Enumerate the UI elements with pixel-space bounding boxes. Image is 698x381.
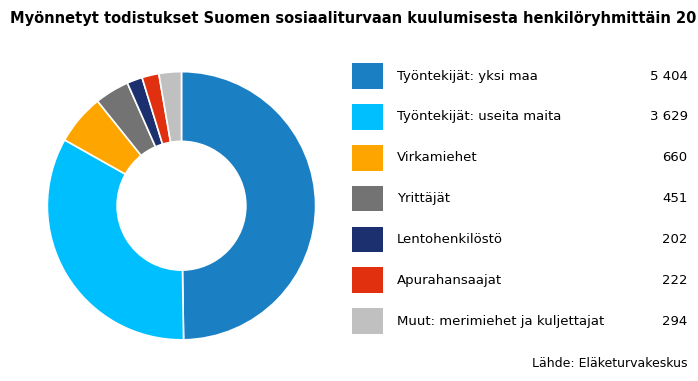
Text: 660: 660 [662,151,688,164]
Wedge shape [142,74,170,144]
Text: 3 629: 3 629 [650,110,688,123]
Text: Lentohenkilöstö: Lentohenkilöstö [397,233,503,246]
Text: 294: 294 [662,315,688,328]
Wedge shape [65,101,141,174]
Wedge shape [98,83,156,155]
Text: Apurahansaajat: Apurahansaajat [397,274,502,287]
Wedge shape [181,72,315,340]
FancyBboxPatch shape [352,63,383,89]
Text: Työntekijät: yksi maa: Työntekijät: yksi maa [397,70,537,83]
Text: 202: 202 [662,233,688,246]
Text: 222: 222 [662,274,688,287]
Wedge shape [127,78,163,147]
FancyBboxPatch shape [352,186,383,211]
FancyBboxPatch shape [352,267,383,293]
Text: Lähde: Eläketurvakeskus: Lähde: Eläketurvakeskus [532,357,688,370]
Text: Työntekijät: useita maita: Työntekijät: useita maita [397,110,561,123]
Wedge shape [158,72,181,142]
FancyBboxPatch shape [352,145,383,171]
FancyBboxPatch shape [352,104,383,130]
Text: Myönnetyt todistukset Suomen sosiaaliturvaan kuulumisesta henkilöryhmittäin 2018: Myönnetyt todistukset Suomen sosiaalitur… [10,11,698,26]
Wedge shape [47,140,184,340]
Text: 5 404: 5 404 [650,70,688,83]
Text: Muut: merimiehet ja kuljettajat: Muut: merimiehet ja kuljettajat [397,315,604,328]
Text: Yrittäjät: Yrittäjät [397,192,450,205]
FancyBboxPatch shape [352,308,383,334]
FancyBboxPatch shape [352,227,383,252]
Text: Virkamiehet: Virkamiehet [397,151,477,164]
Text: 451: 451 [662,192,688,205]
